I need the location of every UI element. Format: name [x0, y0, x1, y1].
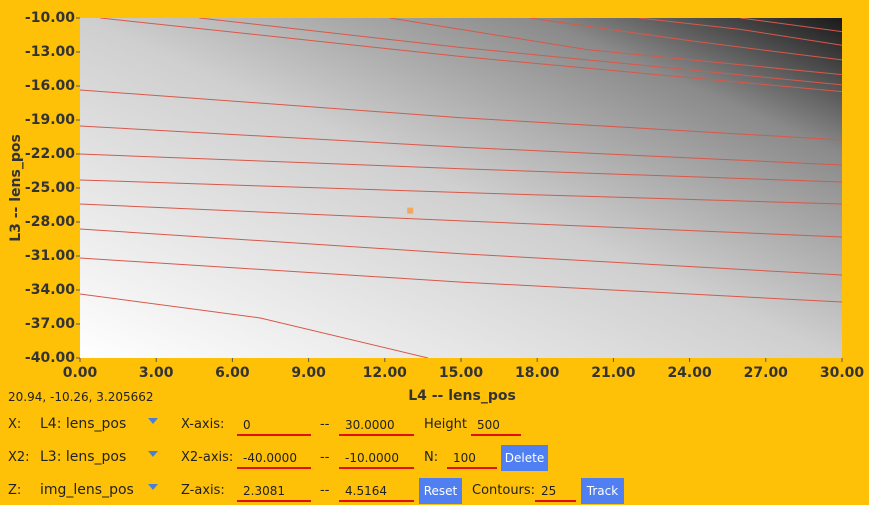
contour-line: [80, 125, 842, 166]
row-label: X:: [8, 417, 22, 432]
contour-lines: [80, 18, 842, 358]
y-tick-label: -22.00: [25, 146, 75, 162]
contour-line: [80, 153, 842, 183]
extra-input[interactable]: 500: [471, 416, 521, 436]
axis-select[interactable]: L4: lens_pos: [40, 416, 127, 432]
y-tick-label: -31.00: [25, 248, 75, 264]
contour-line: [80, 179, 842, 205]
axis-select[interactable]: L3: lens_pos: [40, 449, 127, 465]
y-tick-label: -25.00: [25, 180, 75, 196]
x-axis-label: L4 -- lens_pos: [408, 388, 516, 404]
row-label: Z:: [8, 483, 22, 498]
range-separator: --: [320, 417, 330, 432]
contour-line: [199, 18, 842, 86]
plot-area: [80, 18, 842, 358]
contour-line: [740, 18, 842, 33]
dropdown-arrow[interactable]: [148, 418, 158, 424]
extra-label: N:: [424, 450, 439, 465]
x-tick-label: 18.00: [515, 365, 560, 381]
row-label: X2:: [8, 450, 30, 465]
y-tick-label: -16.00: [25, 78, 75, 94]
contour-line: [529, 18, 842, 61]
y-tick-label: -40.00: [25, 350, 75, 366]
range-separator: --: [320, 483, 330, 498]
extra-input[interactable]: 100: [447, 449, 497, 469]
x-tick-label: 9.00: [291, 365, 326, 381]
contour-line: [80, 293, 429, 358]
range-separator: --: [320, 450, 330, 465]
y-tick-label: -34.00: [25, 282, 75, 298]
contour-line: [80, 89, 842, 141]
range-max-input[interactable]: 4.5164: [339, 482, 414, 502]
x-tick-label: 15.00: [439, 365, 484, 381]
range-max-input[interactable]: 30.0000: [339, 416, 414, 436]
x-tick-label: 24.00: [667, 365, 712, 381]
y-axis-label: L3 -- lens_pos: [8, 134, 24, 242]
y-tick-label: -28.00: [25, 214, 75, 230]
x-tick-label: 12.00: [363, 365, 408, 381]
y-tick-label: -19.00: [25, 112, 75, 128]
axis-range-label: X-axis:: [181, 417, 225, 432]
y-tick-label: -10.00: [25, 10, 75, 26]
range-max-input[interactable]: -10.0000: [339, 449, 414, 469]
contour-line: [80, 257, 842, 303]
range-min-input[interactable]: 2.3081: [237, 482, 311, 502]
status-text: 20.94, -10.26, 3.205662: [8, 390, 154, 404]
action-button[interactable]: Delete: [501, 445, 548, 471]
dropdown-arrow[interactable]: [148, 451, 158, 457]
action-button[interactable]: Track: [581, 478, 624, 504]
contour-chart: L4 -- lens_pos L3 -- lens_pos 0.00 3.00 6.…: [8, 10, 865, 404]
contour-line: [80, 203, 842, 238]
action-button[interactable]: Reset: [419, 478, 462, 504]
axis-range-label: X2-axis:: [181, 450, 234, 465]
dropdown-arrow[interactable]: [148, 484, 158, 490]
contour-line: [100, 18, 842, 93]
axis-range-label: Z-axis:: [181, 483, 225, 498]
axis-select[interactable]: img_lens_pos: [40, 482, 134, 498]
contour-line: [80, 228, 842, 276]
y-tick-label: -13.00: [25, 44, 75, 60]
extra-input[interactable]: 25: [535, 482, 576, 502]
range-min-input[interactable]: 0: [237, 416, 311, 436]
extra-label: Contours:: [472, 483, 536, 498]
extra-label: Height: [424, 417, 467, 432]
y-tick-label: -37.00: [25, 316, 75, 332]
x-tick-label: 30.00: [820, 365, 865, 381]
x-tick-label: 27.00: [744, 365, 789, 381]
range-min-input[interactable]: -40.0000: [237, 449, 311, 469]
x-tick-label: 21.00: [591, 365, 636, 381]
x-tick-label: 0.00: [63, 365, 98, 381]
x-tick-label: 6.00: [215, 365, 250, 381]
x-tick-label: 3.00: [139, 365, 174, 381]
contour-line: [389, 18, 842, 76]
contour-line: [638, 18, 842, 46]
marker-point: [407, 207, 414, 214]
